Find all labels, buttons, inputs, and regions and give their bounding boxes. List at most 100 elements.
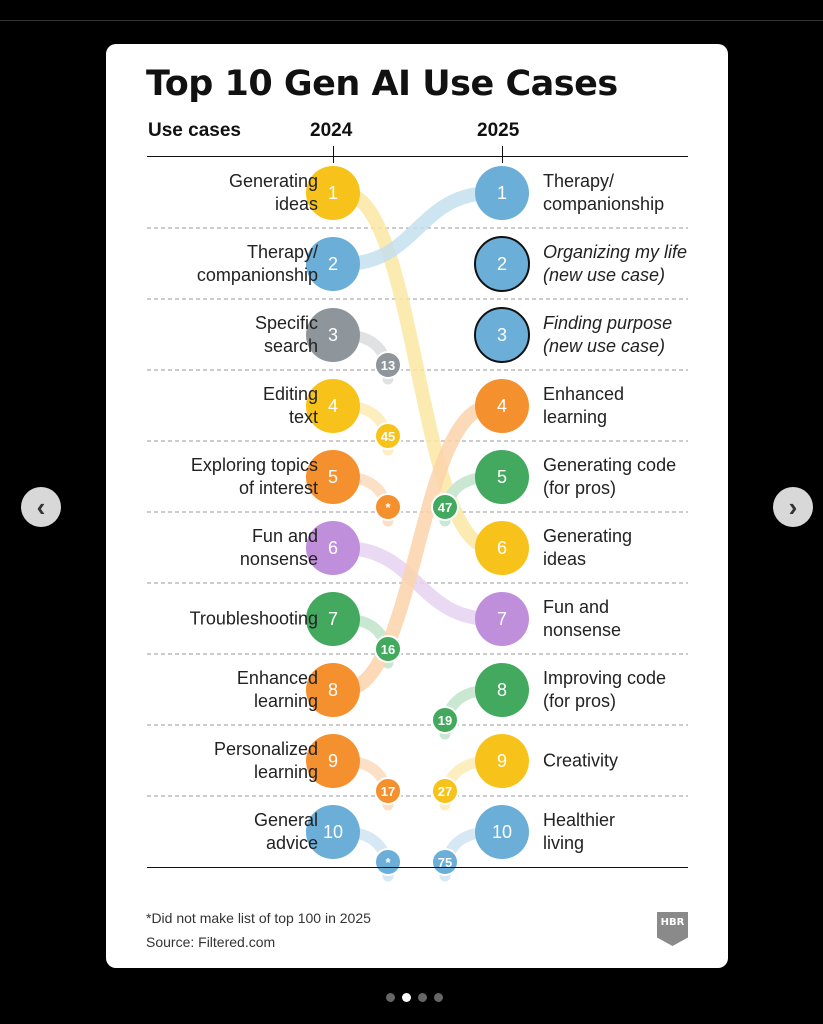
rank-2025-value-bubble <box>374 422 402 450</box>
rank-circle-2025-10 <box>475 805 529 859</box>
rank-2024-value: 19 <box>438 713 452 728</box>
pagination-dot-3[interactable] <box>418 993 427 1003</box>
use-case-label-2025-healthier-living: Healthier living <box>543 810 616 853</box>
rank-2024-value-bubble <box>431 848 459 876</box>
use-case-label-2024-generating-ideas: Generating ideas <box>228 171 318 214</box>
rank-circle-2024-4 <box>306 379 360 433</box>
rank-circle-2024-7 <box>306 592 360 646</box>
bottom-rule <box>147 867 688 868</box>
rank-2025-value: * <box>385 855 391 870</box>
rank-2025-value: 17 <box>381 784 395 799</box>
rank-2024-value-bubble <box>431 493 459 521</box>
rank-number: 3 <box>328 325 338 345</box>
next-slide-button[interactable]: › <box>773 487 813 527</box>
rank-circle-2025-3 <box>474 307 530 363</box>
use-case-label-2024-personalized-learning: Personalized learning <box>213 739 318 782</box>
rank-flow-1-to-6 <box>336 186 499 555</box>
use-case-label-2024-specific-search: Specific search <box>254 313 318 356</box>
use-case-label-2024-enhanced-learning: Enhanced learning <box>236 668 318 711</box>
previous-slide-button[interactable]: ‹ <box>21 487 61 527</box>
rank-circle-2024-3 <box>306 308 360 362</box>
pagination-dot-1[interactable] <box>386 993 395 1003</box>
rank-2024-value-bubble <box>431 706 459 734</box>
use-case-label-2024-exploring-topics-of-interest: Exploring topics of interest <box>190 455 318 498</box>
source-note: Source: Filtered.com <box>146 934 276 950</box>
pagination-dots <box>386 989 450 1003</box>
year-2025-tick <box>502 146 503 163</box>
rank-circle-2024-10 <box>306 805 360 859</box>
rank-number: 7 <box>497 609 507 629</box>
rank-2025-value-bubble <box>374 848 402 876</box>
rank-2025-value-bubble <box>374 635 402 663</box>
top-divider <box>0 20 823 21</box>
rank-circle-2024-1 <box>306 166 360 220</box>
pagination-dot-2[interactable] <box>402 993 411 1003</box>
use-case-label-2025-creativity: Creativity <box>543 750 619 771</box>
rank-circle-2025-1 <box>475 166 529 220</box>
rank-number: 9 <box>497 751 507 771</box>
rank-circle-2025-6 <box>475 521 529 575</box>
rank-2025-value: 45 <box>381 429 395 444</box>
chevron-right-icon: › <box>788 492 798 522</box>
rank-circle-2025-2 <box>474 236 530 292</box>
rank-flow-8-to-4 <box>336 399 499 697</box>
rank-number: 8 <box>497 680 507 700</box>
use-case-label-2025-fun-and-nonsense: Fun and nonsense <box>543 597 622 640</box>
rank-number: 7 <box>328 609 338 629</box>
use-case-label-2025-improving-code-for-pros: Improving code (for pros) <box>543 668 667 711</box>
rank-number: 3 <box>497 325 507 345</box>
rank-circle-2024-9 <box>306 734 360 788</box>
rank-2024-value: 75 <box>438 855 452 870</box>
rank-2024-value-bubble <box>431 777 459 805</box>
rank-2025-value-bubble <box>374 493 402 521</box>
rank-2025-value-bubble <box>374 777 402 805</box>
chart-title: Top 10 Gen AI Use Cases <box>146 64 618 104</box>
use-case-label-2025-organizing-my-life-new-use-case: Organizing my life (new use case) <box>543 242 688 285</box>
rank-circle-2024-2 <box>306 237 360 291</box>
pagination-dot-4[interactable] <box>434 993 443 1003</box>
use-case-label-2024-therapy-companionship: Therapy/companionship <box>196 242 318 285</box>
hbr-logo: HBR <box>657 912 688 946</box>
year-2025-header: 2025 <box>477 120 520 141</box>
use-case-label-2024-editing-text: Editing text <box>262 384 318 427</box>
use-case-label-2024-fun-and-nonsense: Fun and nonsense <box>239 526 318 569</box>
rank-number: 10 <box>323 822 343 842</box>
rank-number: 5 <box>328 467 338 487</box>
use-case-label-2025-generating-code-for-pros: Generating code (for pros) <box>543 455 677 498</box>
use-case-label-2024-general-advice: General advice <box>253 810 318 853</box>
rank-2024-value: 47 <box>438 500 452 515</box>
rank-number: 2 <box>497 254 507 274</box>
year-2024-tick <box>333 146 334 163</box>
rank-number: 9 <box>328 751 338 771</box>
rank-circle-2025-4 <box>475 379 529 433</box>
use-case-label-2025-therapy-companionship: Therapy/companionship <box>543 171 665 214</box>
use-cases-header: Use cases <box>148 120 241 141</box>
rank-number: 10 <box>492 822 512 842</box>
use-case-label-2025-generating-ideas: Generating ideas <box>543 526 633 569</box>
rank-flow-2-to-1 <box>336 186 499 271</box>
rank-number: 1 <box>497 183 507 203</box>
rank-number: 4 <box>497 396 507 416</box>
rank-circle-2025-7 <box>475 592 529 646</box>
rank-number: 5 <box>497 467 507 487</box>
use-case-label-2024-troubleshooting: Troubleshooting <box>189 608 318 629</box>
rank-number: 4 <box>328 396 338 416</box>
rank-2025-value: 16 <box>381 642 395 657</box>
rank-circle-2025-5 <box>475 450 529 504</box>
infographic-card: Top 10 Gen AI Use Cases Use cases 2024 2… <box>106 44 728 968</box>
year-2024-header: 2024 <box>310 120 353 141</box>
rank-flow-6-to-7 <box>336 541 499 626</box>
rank-number: 8 <box>328 680 338 700</box>
rank-number: 2 <box>328 254 338 274</box>
header-rule <box>147 156 688 157</box>
use-case-label-2025-enhanced-learning: Enhanced learning <box>543 384 625 427</box>
rank-2025-value-bubble <box>374 351 402 379</box>
rank-circle-2024-8 <box>306 663 360 717</box>
rank-number: 6 <box>497 538 507 558</box>
rank-circle-2025-9 <box>475 734 529 788</box>
chevron-left-icon: ‹ <box>36 492 46 522</box>
rank-circle-2024-5 <box>306 450 360 504</box>
rank-number: 6 <box>328 538 338 558</box>
footnote: *Did not make list of top 100 in 2025 <box>146 910 371 926</box>
use-case-label-2025-finding-purpose-new-use-case: Finding purpose (new use case) <box>543 313 673 356</box>
